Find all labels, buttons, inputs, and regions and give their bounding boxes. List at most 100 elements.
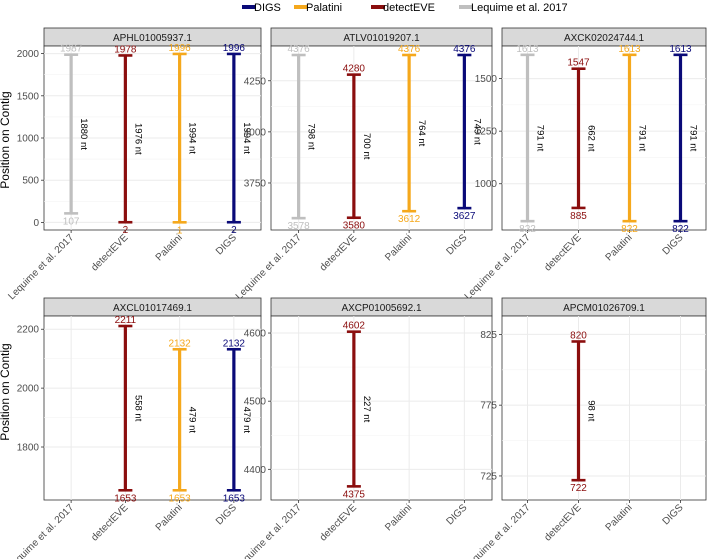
range-length-label-2-0: 791 nt — [535, 125, 546, 152]
range-end-label-0-2: 1996 — [169, 43, 192, 54]
x-tick-label-1-1: detectEVE — [318, 232, 359, 273]
range-length-label-0-1: 1976 nt — [132, 123, 143, 155]
range-2-3: 1613 822 791 nt — [669, 44, 698, 235]
x-tick-label-4-1: detectEVE — [318, 502, 359, 543]
legend-label-3: Lequime et al. 2017 — [471, 2, 568, 14]
legend-label-1: Palatini — [306, 2, 342, 14]
range-2-0: 1613 822 791 nt — [516, 44, 545, 235]
y-tick-label-5-2: 825 — [480, 330, 497, 341]
x-tick-label-3-0: Lequime et al. 2017 — [6, 502, 76, 559]
y-tick-label-5-1: 775 — [480, 401, 497, 412]
range-1-1: 4280 3580 700 nt — [343, 64, 372, 232]
range-length-label-3-0: 558 nt — [132, 395, 143, 422]
range-start-label-2-1: 885 — [570, 211, 587, 222]
y-tick-label-5-0: 725 — [480, 471, 497, 482]
range-start-label-1-2: 3612 — [398, 214, 421, 225]
y-tick-label-0-1: 500 — [22, 176, 39, 187]
x-tick-label-2-1: detectEVE — [542, 232, 583, 273]
x-tick-label-4-2: Palatini — [383, 502, 414, 533]
range-end-label-2-2: 1613 — [618, 44, 641, 55]
range-start-label-1-0: 3578 — [288, 221, 311, 232]
range-4-0: 4602 4375 227 nt — [343, 321, 372, 501]
range-0-3: 1996 2 1994 nt — [223, 43, 252, 236]
range-start-label-2-2: 822 — [621, 224, 638, 235]
panels: APHL01005937.1 0 500 1000 1500 2000 Lequime et… — [6, 27, 707, 559]
panel-title-4: AXCP01005692.1 — [341, 303, 422, 314]
y-tick-label-0-4: 2000 — [17, 49, 40, 60]
range-0-1: 1978 2 1976 nt — [114, 44, 143, 236]
panel-2: AXCK02024744.1 1000 1250 1500 Lequime et al.… — [463, 27, 707, 302]
panel-title-3: AXCL01017469.1 — [113, 303, 192, 314]
panel-title-5: APCM01026709.1 — [563, 303, 645, 314]
y-axis-label-top: Position on Contig — [0, 91, 12, 188]
range-length-label-3-1: 479 nt — [187, 407, 198, 434]
range-0-2: 1996 1 1994 nt — [169, 43, 198, 236]
range-end-label-3-1: 2132 — [169, 338, 192, 349]
y-tick-label-1-1: 4000 — [244, 127, 267, 138]
x-tick-label-3-2: Palatini — [154, 502, 185, 533]
range-length-label-0-2: 1994 nt — [187, 122, 198, 154]
range-length-label-2-2: 791 nt — [637, 125, 648, 152]
panel-area-3 — [43, 315, 262, 501]
y-tick-label-4-1: 4500 — [244, 397, 267, 408]
range-end-label-3-0: 2211 — [115, 315, 137, 326]
panel-area-5 — [501, 315, 707, 501]
range-2-1: 1547 885 662 nt — [567, 58, 596, 222]
range-end-label-2-3: 1613 — [669, 44, 692, 55]
range-end-label-1-1: 4280 — [343, 64, 366, 75]
range-end-label-2-0: 1613 — [516, 44, 539, 55]
range-start-label-4-0: 4375 — [343, 489, 366, 500]
range-2-2: 1613 822 791 nt — [618, 44, 647, 235]
y-tick-label-2-1: 1250 — [475, 127, 498, 138]
x-tick-label-3-3: DIGS — [214, 502, 239, 527]
range-end-label-3-2: 2132 — [223, 338, 246, 349]
x-tick-label-1-2: Palatini — [383, 232, 414, 263]
range-start-label-2-3: 822 — [672, 224, 689, 235]
y-tick-label-3-1: 2000 — [17, 384, 40, 395]
range-start-label-2-0: 822 — [519, 224, 536, 235]
panel-title-2: AXCK02024744.1 — [564, 33, 645, 44]
range-end-label-0-3: 1996 — [223, 43, 246, 54]
y-tick-label-0-2: 1000 — [17, 134, 40, 145]
panel-5: APCM01026709.1 725 775 825 Lequime et al. 20… — [463, 297, 707, 559]
range-length-label-1-0: 798 nt — [306, 123, 317, 150]
range-start-label-1-1: 3580 — [343, 221, 366, 232]
x-tick-label-5-3: DIGS — [661, 502, 686, 527]
range-start-label-0-0: 107 — [63, 216, 80, 227]
panel-0: APHL01005937.1 0 500 1000 1500 2000 Lequime et… — [6, 27, 262, 302]
panel-area-1 — [270, 45, 493, 231]
range-end-label-2-1: 1547 — [567, 58, 590, 69]
panel-area-2 — [501, 45, 707, 231]
legend-label-0: DIGS — [254, 2, 281, 14]
panel-1: ATLV01019207.1 3750 4000 4250 Lequime et al.… — [234, 27, 493, 302]
x-tick-label-5-2: Palatini — [604, 502, 635, 533]
y-axis-label-bottom: Position on Contig — [0, 343, 12, 440]
range-start-label-3-2: 1653 — [223, 493, 246, 504]
range-end-label-1-3: 4376 — [453, 44, 476, 55]
panel-3: AXCL01017469.1 1800 2000 2200 Lequime et al.… — [6, 297, 262, 559]
x-tick-label-1-3: DIGS — [444, 232, 469, 257]
y-tick-label-0-3: 1500 — [17, 91, 40, 102]
x-tick-label-1-0: Lequime et al. 2017 — [234, 232, 304, 302]
x-tick-label-0-1: detectEVE — [89, 232, 130, 273]
range-length-label-2-3: 791 nt — [688, 125, 699, 152]
range-end-label-4-0: 4602 — [343, 321, 366, 332]
y-tick-label-4-0: 4400 — [244, 465, 267, 476]
range-length-label-3-2: 479 nt — [241, 407, 252, 434]
range-length-label-2-1: 662 nt — [586, 125, 597, 152]
range-1-3: 4376 3627 749 nt — [453, 44, 482, 222]
range-start-label-5-0: 722 — [570, 483, 587, 494]
range-length-label-1-2: 764 nt — [416, 120, 427, 147]
range-length-label-0-3: 1994 nt — [241, 122, 252, 154]
panel-area-4 — [270, 315, 493, 501]
legend-label-2: detectEVE — [383, 2, 435, 14]
range-3-1: 2132 1653 479 nt — [169, 338, 198, 504]
x-tick-label-2-3: DIGS — [661, 232, 686, 257]
x-tick-label-2-0: Lequime et al. 2017 — [463, 232, 533, 302]
range-start-label-3-1: 1653 — [169, 493, 192, 504]
y-tick-label-1-0: 3750 — [244, 178, 267, 189]
range-length-label-0-0: 1880 nt — [78, 118, 89, 150]
range-end-label-1-2: 4376 — [398, 44, 421, 55]
range-1-0: 4376 3578 798 nt — [288, 44, 317, 232]
